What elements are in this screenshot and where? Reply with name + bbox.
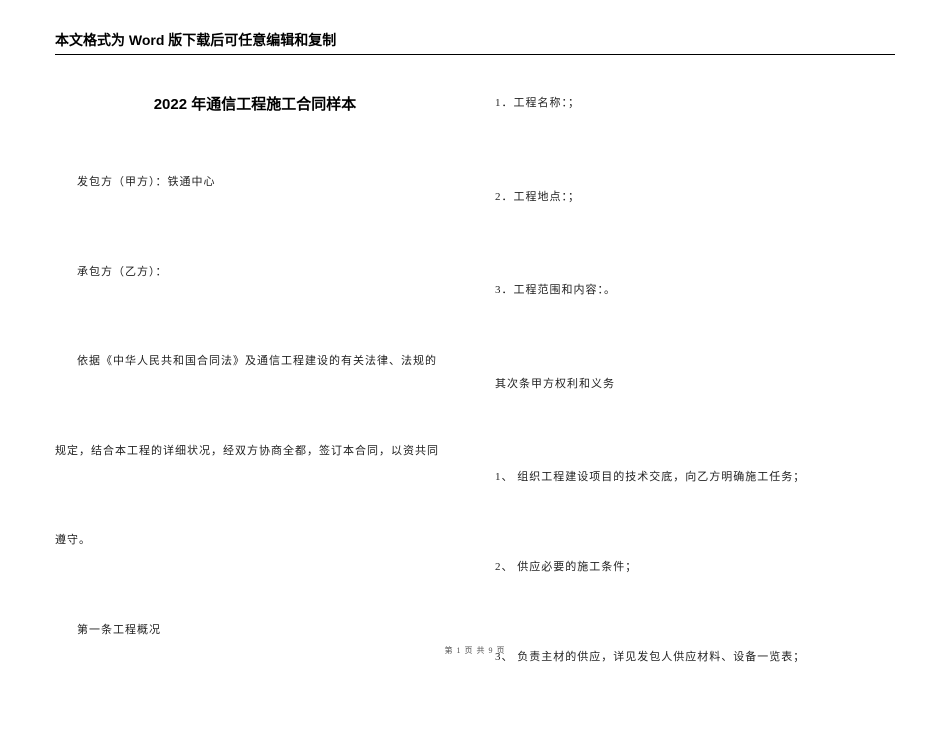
page-footer: 第 1 页 共 9 页 <box>0 645 950 656</box>
left-line-6: 第一条工程概况 <box>55 622 455 640</box>
right-line-2: 2．工程地点：； <box>495 189 895 207</box>
right-line-3: 3．工程范围和内容：。 <box>495 282 895 300</box>
page: 本文格式为 Word 版下载后可任意编辑和复制 2022 年通信工程施工合同样本… <box>0 0 950 732</box>
left-line-1: 发包方（甲方）：铁通中心 <box>55 174 455 192</box>
left-line-3: 依据《中华人民共和国合同法》及通信工程建设的有关法律、法规的 <box>55 353 455 371</box>
right-line-4: 其次条甲方权利和义务 <box>495 376 895 394</box>
right-line-6: 2、 供应必要的施工条件； <box>495 559 895 577</box>
columns: 2022 年通信工程施工合同样本 发包方（甲方）：铁通中心 承包方（乙方）： 依… <box>55 93 895 712</box>
left-line-2: 承包方（乙方）： <box>55 264 455 282</box>
right-line-1: 1．工程名称：； <box>495 95 895 113</box>
right-column: 1．工程名称：； 2．工程地点：； 3．工程范围和内容：。 其次条甲方权利和义务… <box>495 93 895 712</box>
header-note: 本文格式为 Word 版下载后可任意编辑和复制 <box>55 30 895 55</box>
left-column: 2022 年通信工程施工合同样本 发包方（甲方）：铁通中心 承包方（乙方）： 依… <box>55 93 455 712</box>
left-line-4: 规定，结合本工程的详细状况，经双方协商全都，签订本合同，以资共同 <box>55 443 455 461</box>
document-title: 2022 年通信工程施工合同样本 <box>55 93 455 114</box>
left-line-5: 遵守。 <box>55 532 455 550</box>
right-line-5: 1、 组织工程建设项目的技术交底，向乙方明确施工任务； <box>495 469 895 487</box>
